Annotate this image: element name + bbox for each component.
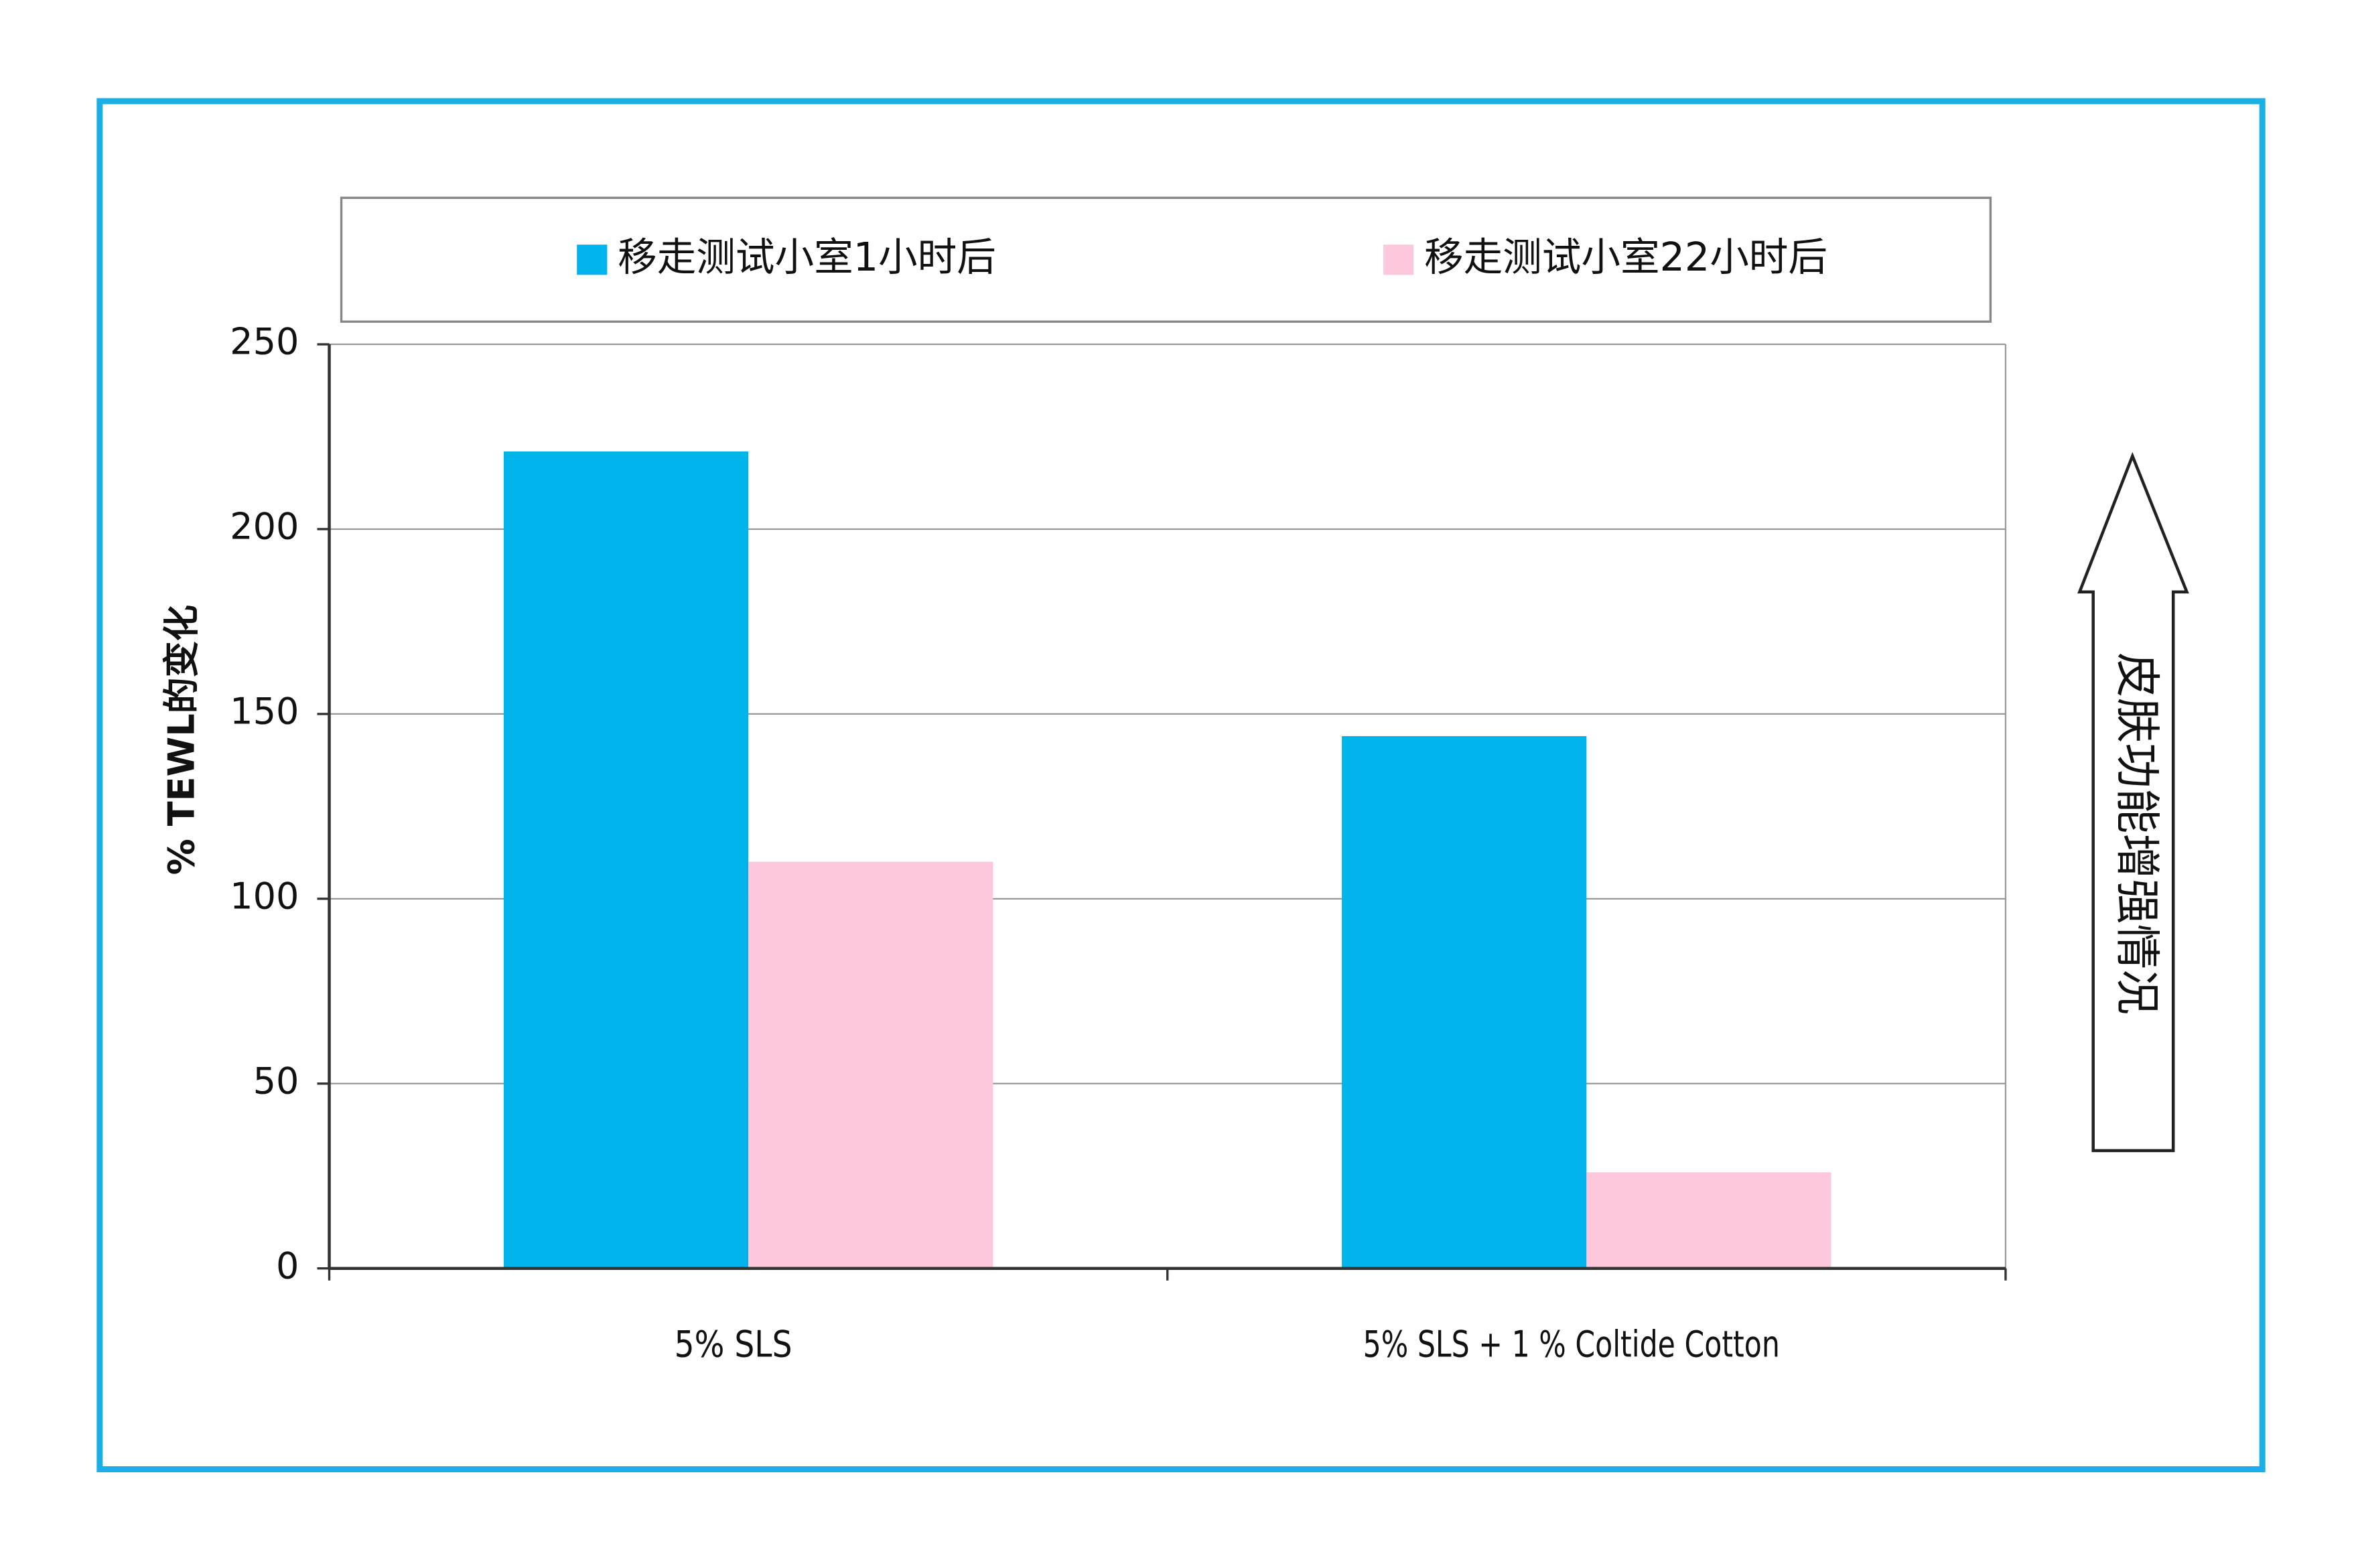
y-tick-label: 100 xyxy=(230,875,299,917)
bar xyxy=(748,861,993,1269)
y-tick-label: 0 xyxy=(276,1244,299,1287)
legend-label: 移走测试小室1小时后 xyxy=(618,234,996,280)
arrow-label: 皮肤功能增强情况 xyxy=(2111,652,2164,1015)
y-axis-label: % TEWL的变化 xyxy=(161,605,203,875)
x-tick-label: 5% SLS xyxy=(675,1324,792,1366)
bar xyxy=(1586,1172,1831,1269)
x-tick-label: 5% SLS + 1 % Coltide Cotton xyxy=(1363,1324,1780,1366)
bar xyxy=(1342,736,1587,1269)
y-tick-label: 50 xyxy=(253,1060,299,1102)
frame xyxy=(96,98,2266,1473)
legend-swatch xyxy=(577,244,608,275)
legend-label: 移走测试小室22小时后 xyxy=(1424,234,1827,280)
legend-swatch xyxy=(1383,244,1414,275)
y-tick-label: 200 xyxy=(230,506,299,548)
legend-box xyxy=(340,196,1992,323)
arrow xyxy=(2077,451,2189,1153)
bar xyxy=(503,451,749,1269)
y-tick-label: 250 xyxy=(230,321,299,363)
y-tick-label: 150 xyxy=(230,691,299,733)
